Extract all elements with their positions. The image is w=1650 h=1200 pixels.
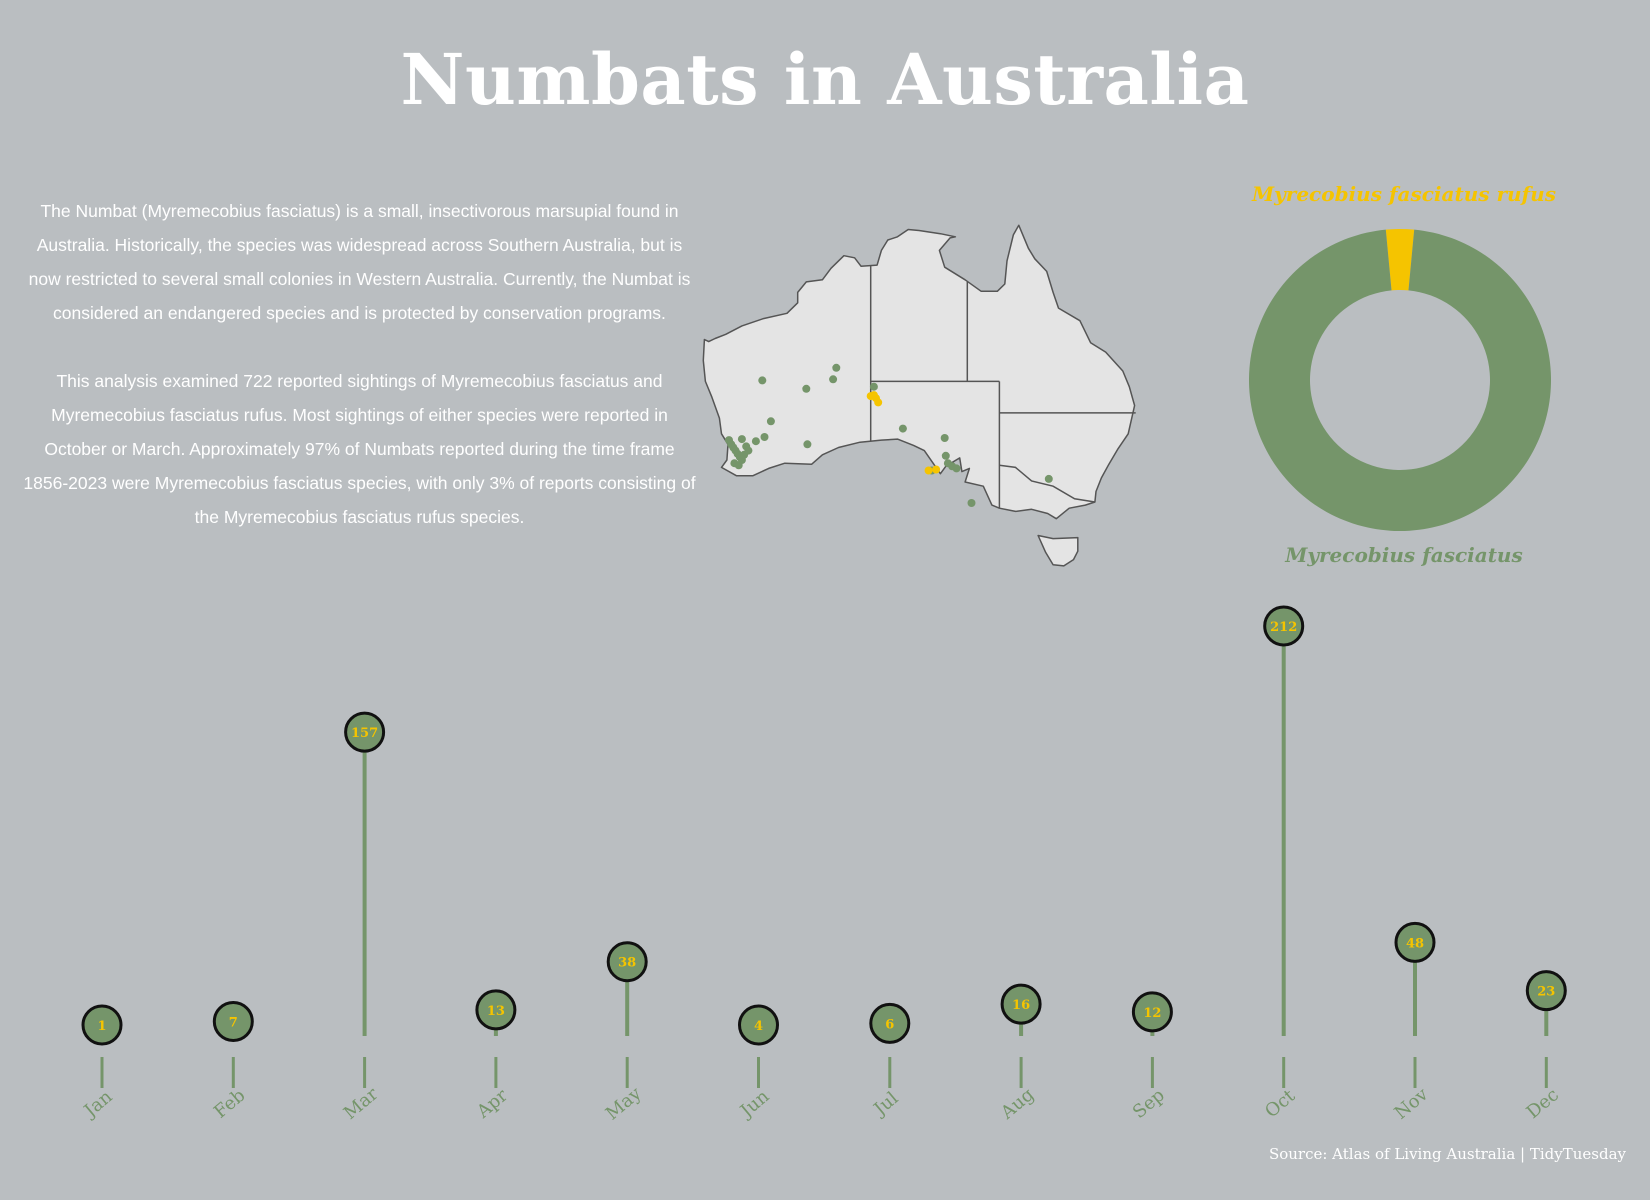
sighting-point [967,499,976,507]
data-label: 12 [1143,1006,1161,1021]
sighting-point [737,435,746,444]
description-text: The Numbat (Myremecobius fasciatus) is a… [22,194,697,568]
month-tick-label: Jun [735,1086,774,1123]
lollipop-head [475,989,517,1031]
month-tick-label: Sep [1129,1085,1169,1123]
sighting-point [802,384,811,393]
donut-label-fasciatus: Myrecobius fasciatus [1285,543,1523,567]
data-label: 38 [618,956,636,971]
sighting-point [1044,474,1053,483]
state-border [999,464,1096,503]
page-title: Numbats in Australia [400,38,1250,121]
lollipop-head [344,711,386,753]
sighting-point [766,417,775,426]
species-donut-chart [1249,229,1551,531]
lollipop-head [212,1000,254,1042]
lollipop-head [1525,970,1567,1012]
lollipop-head [606,941,648,983]
lollipop-head [1394,921,1436,963]
sighting-points [725,363,1053,507]
data-label: 4 [754,1019,763,1034]
sighting-point [952,464,961,473]
tasmania [1037,534,1079,567]
data-label: 157 [351,726,378,741]
month-tick-label: Oct [1261,1085,1300,1122]
month-tick-label: Aug [996,1084,1038,1124]
sighting-point [941,451,950,460]
lollipop-head [869,1002,911,1044]
data-label: 48 [1406,936,1424,951]
sighting-point [832,363,841,372]
sighting-point [924,466,933,475]
lollipop-head [1263,605,1305,647]
description-paragraph-1: The Numbat (Myremecobius fasciatus) is a… [28,201,691,323]
donut-slice-fasciatus [1249,229,1551,531]
donut-slice-rufus [1385,229,1415,291]
data-label: 16 [1012,998,1030,1013]
data-label: 7 [229,1015,238,1030]
lollipop-head [1131,991,1173,1033]
sighting-point [758,376,767,385]
lollipop-head [1000,983,1042,1025]
sighting-point [829,375,838,384]
month-tick-label: Nov [1391,1083,1433,1123]
monthly-sightings-lollipop-chart: 1 Jan 7 Feb 157 Mar 13 Apr 38 May 4 Jun 6 Jul 16 Aug 12 S… [79,605,1567,1125]
australia-map-outline [702,224,1136,567]
sighting-point [803,440,812,449]
source-note: Source: Atlas of Living Australia | Tidy… [1268,1145,1626,1163]
month-tick-label: Dec [1523,1084,1563,1123]
sighting-point [898,424,907,433]
sighting-point [940,434,949,442]
sighting-point [760,433,769,441]
sighting-point [874,398,883,407]
lollipop-head [738,1004,779,1046]
data-label: 13 [487,1004,505,1019]
sighting-point [751,437,760,446]
sighting-point [869,382,878,391]
month-tick-label: Apr [472,1085,512,1123]
australia-mainland [702,224,1136,520]
sighting-point [744,446,753,455]
australia-sightings-map [702,224,1136,567]
sighting-point [734,461,743,470]
data-label: 212 [1270,620,1297,635]
sighting-point [932,465,941,474]
data-label: 23 [1537,985,1555,1000]
description-paragraph-2: This analysis examined 722 reported sigh… [23,371,696,527]
month-tick-label: Jan [79,1086,117,1123]
donut-label-rufus: Myrecobius fasciatus rufus [1252,182,1556,206]
lollipop-head [81,1004,123,1046]
data-label: 6 [885,1017,894,1032]
month-tick-label: May [602,1083,646,1125]
month-tick-label: Mar [340,1083,383,1124]
data-label: 1 [97,1019,106,1034]
month-tick-label: Feb [210,1085,249,1123]
month-tick-label: Jul [869,1088,903,1121]
